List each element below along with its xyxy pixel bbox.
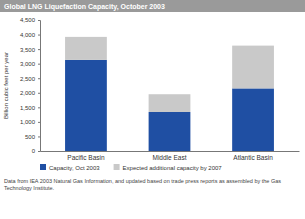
x-tick: Middle East	[153, 151, 187, 161]
x-tick-label: Middle East	[153, 154, 187, 161]
legend-item: Expected additional capacity by 2007	[114, 164, 223, 171]
legend-label: Capacity, Oct 2003	[49, 165, 100, 171]
bar-segment	[232, 88, 274, 151]
x-tick: Atlantic Basin	[233, 151, 273, 161]
y-tick: 3,500	[20, 47, 40, 53]
y-tick: 1,000	[20, 119, 40, 125]
plot: 0 500 1,000 1,500 2,000 2,500 3,000 3,500 4,000 4…	[20, 17, 300, 160]
y-tick-mark	[38, 151, 40, 152]
x-tick: Pacific Basin	[67, 151, 105, 161]
y-tick-mark	[38, 35, 40, 36]
y-tick-label: 1,500	[20, 105, 36, 111]
bars	[65, 37, 274, 151]
chart: Global LNG Liquefaction Capacity, Octobe…	[0, 0, 305, 219]
y-tick-mark	[38, 78, 40, 79]
y-tick: 4,000	[20, 32, 40, 38]
y-tick: 1,500	[20, 105, 40, 111]
source-note: Data from IEA 2003 Natural Gas Informati…	[4, 178, 283, 191]
y-tick: 4,500	[20, 17, 40, 23]
bar-segment	[149, 112, 191, 151]
y-tick-label: 2,000	[20, 90, 36, 96]
y-tick-label: 3,000	[20, 61, 36, 67]
y-tick-label: 500	[25, 134, 36, 140]
y-tick-mark	[38, 20, 40, 21]
legend-swatch	[114, 164, 120, 170]
y-tick-label: 2,500	[20, 76, 36, 82]
y-tick-mark	[38, 107, 40, 108]
legend-label: Expected additional capacity by 2007	[123, 165, 223, 171]
x-axis: Pacific Basin Middle East Atlantic Basin	[41, 151, 300, 161]
bar-segment	[65, 37, 107, 60]
y-tick: 500	[25, 134, 40, 140]
x-tick-label: Atlantic Basin	[233, 154, 273, 161]
legend-swatch	[40, 164, 46, 170]
title-bar	[0, 0, 305, 12]
y-tick: 2,000	[20, 90, 40, 96]
bar-segment	[232, 46, 274, 89]
title: Global LNG Liquefaction Capacity, Octobe…	[4, 3, 165, 11]
bar-segment	[149, 94, 191, 112]
x-axis-line	[41, 151, 300, 152]
y-tick-label: 0	[32, 148, 36, 154]
y-tick-label: 4,500	[20, 17, 36, 23]
legend-item: Capacity, Oct 2003	[40, 164, 100, 171]
y-tick: 0	[32, 148, 40, 154]
bar-segment	[65, 60, 107, 151]
y-tick-label: 3,500	[20, 47, 36, 53]
y-tick-mark	[38, 136, 40, 137]
y-tick-label: 4,000	[20, 32, 36, 38]
y-tick-mark	[38, 64, 40, 65]
x-tick-label: Pacific Basin	[67, 154, 105, 161]
y-axis: 0 500 1,000 1,500 2,000 2,500 3,000 3,500 4,000 4…	[20, 17, 41, 154]
y-axis-line	[38, 21, 41, 152]
y-tick-mark	[38, 122, 40, 123]
y-axis-title: Billion cubic feet per year	[3, 52, 9, 119]
y-tick-mark	[38, 93, 40, 94]
y-tick-mark	[38, 49, 40, 50]
y-tick: 2,500	[20, 76, 40, 82]
legend: Capacity, Oct 2003 Expected additional ca…	[40, 164, 222, 171]
y-tick-label: 1,000	[20, 119, 36, 125]
y-tick: 3,000	[20, 61, 40, 67]
